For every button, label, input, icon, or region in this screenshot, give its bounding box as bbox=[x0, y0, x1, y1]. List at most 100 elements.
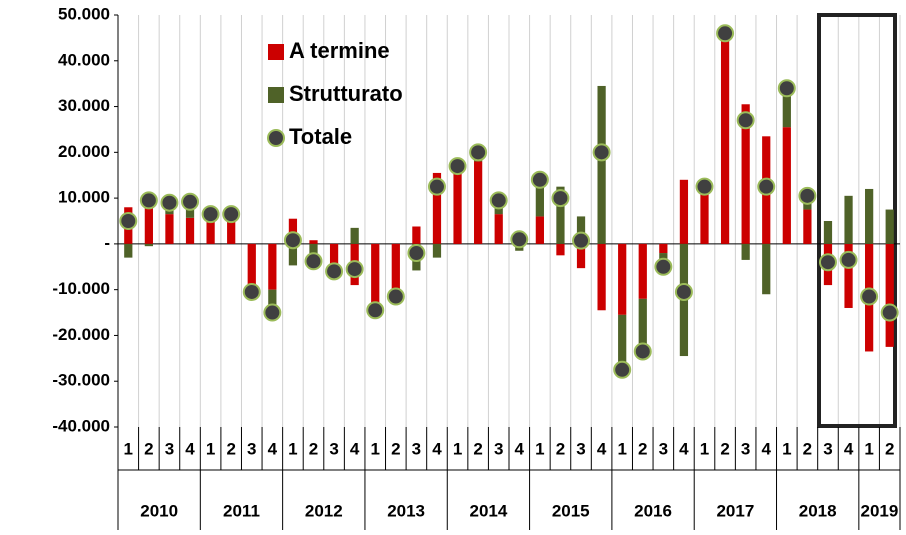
bar bbox=[885, 243, 894, 347]
total-dot bbox=[736, 111, 755, 130]
bar bbox=[165, 214, 174, 244]
total-dot bbox=[695, 177, 714, 196]
total-dot bbox=[839, 250, 858, 269]
bar bbox=[618, 243, 627, 315]
year-label: 2017 bbox=[716, 501, 754, 520]
bar bbox=[618, 314, 627, 370]
y-tick-label: 30.000 bbox=[58, 96, 110, 115]
x-tick-label: 3 bbox=[247, 439, 256, 458]
total-dot bbox=[304, 252, 323, 271]
year-label: 2015 bbox=[552, 501, 590, 520]
bar bbox=[597, 85, 606, 244]
total-dot bbox=[366, 301, 385, 320]
x-tick-label: 2 bbox=[720, 439, 729, 458]
y-tick-label: 40.000 bbox=[58, 50, 110, 69]
bar bbox=[597, 243, 606, 311]
total-dot bbox=[633, 342, 652, 361]
year-label: 2010 bbox=[140, 501, 178, 520]
x-tick-label: 2 bbox=[144, 439, 153, 458]
total-dot bbox=[551, 189, 570, 208]
bar bbox=[720, 33, 730, 244]
bar bbox=[124, 243, 133, 258]
legend-label: Strutturato bbox=[289, 81, 403, 106]
total-dot bbox=[139, 191, 158, 210]
x-tick-label: 2 bbox=[473, 439, 482, 458]
x-tick-label: 1 bbox=[700, 439, 709, 458]
y-tick-label: 50.000 bbox=[58, 4, 110, 23]
y-tick-label: - bbox=[104, 233, 110, 252]
x-tick-label: 1 bbox=[782, 439, 791, 458]
total-dot bbox=[345, 260, 364, 279]
x-tick-label: 1 bbox=[124, 439, 133, 458]
year-label: 2012 bbox=[305, 501, 343, 520]
total-dot bbox=[592, 143, 611, 162]
bar bbox=[474, 161, 483, 244]
total-dot bbox=[798, 186, 817, 205]
x-tick-label: 2 bbox=[226, 439, 235, 458]
x-tick-label: 2 bbox=[309, 439, 318, 458]
bar bbox=[494, 214, 503, 244]
bar bbox=[844, 243, 853, 308]
x-tick-label: 4 bbox=[762, 439, 772, 458]
bar bbox=[268, 243, 277, 290]
legend-marker bbox=[267, 129, 285, 147]
total-dot bbox=[716, 24, 735, 43]
bar bbox=[432, 243, 442, 258]
total-dot bbox=[489, 191, 508, 210]
total-dot bbox=[469, 143, 488, 162]
total-dot bbox=[572, 231, 591, 250]
bar bbox=[659, 243, 668, 254]
x-tick-label: 4 bbox=[597, 439, 607, 458]
y-tick-label: 10.000 bbox=[58, 188, 110, 207]
bar bbox=[762, 243, 771, 295]
bar bbox=[576, 216, 586, 244]
highlight-box bbox=[817, 13, 897, 428]
x-tick-label: 3 bbox=[576, 439, 585, 458]
bar bbox=[412, 226, 421, 244]
bar bbox=[741, 243, 750, 260]
total-dot bbox=[201, 205, 220, 224]
legend-label: A termine bbox=[289, 38, 390, 63]
total-dot bbox=[510, 230, 529, 249]
x-tick-label: 3 bbox=[741, 439, 750, 458]
bar bbox=[268, 289, 277, 313]
total-dot bbox=[818, 253, 837, 272]
bar bbox=[638, 298, 647, 352]
x-tick-label: 4 bbox=[268, 439, 278, 458]
x-tick-label: 1 bbox=[371, 439, 380, 458]
bar bbox=[885, 209, 894, 244]
bar bbox=[823, 221, 833, 244]
bar bbox=[638, 243, 647, 299]
bar bbox=[329, 243, 339, 272]
total-dot bbox=[242, 282, 261, 301]
x-tick-label: 2 bbox=[556, 439, 565, 458]
x-tick-label: 4 bbox=[844, 439, 854, 458]
legend-marker bbox=[268, 44, 284, 60]
y-tick-label: -30.000 bbox=[52, 371, 110, 390]
bar bbox=[144, 243, 153, 247]
x-tick-label: 2 bbox=[803, 439, 812, 458]
x-tick-label: 1 bbox=[453, 439, 462, 458]
x-tick-label: 3 bbox=[329, 439, 338, 458]
total-dot bbox=[757, 177, 776, 196]
x-tick-label: 3 bbox=[659, 439, 668, 458]
x-tick-label: 4 bbox=[185, 439, 195, 458]
year-label: 2016 bbox=[634, 501, 672, 520]
bar bbox=[535, 216, 544, 244]
bar bbox=[288, 243, 298, 266]
total-dot bbox=[530, 170, 549, 189]
bar bbox=[865, 188, 874, 244]
total-dot bbox=[222, 205, 241, 224]
x-tick-label: 3 bbox=[412, 439, 421, 458]
x-tick-label: 1 bbox=[535, 439, 544, 458]
bar bbox=[247, 243, 256, 292]
bar bbox=[350, 227, 359, 244]
bar bbox=[391, 243, 400, 292]
bar bbox=[206, 218, 215, 244]
total-dot bbox=[181, 192, 200, 211]
total-dot bbox=[407, 244, 426, 263]
x-tick-label: 2 bbox=[885, 439, 894, 458]
total-dot bbox=[386, 287, 405, 306]
x-tick-label: 4 bbox=[679, 439, 689, 458]
